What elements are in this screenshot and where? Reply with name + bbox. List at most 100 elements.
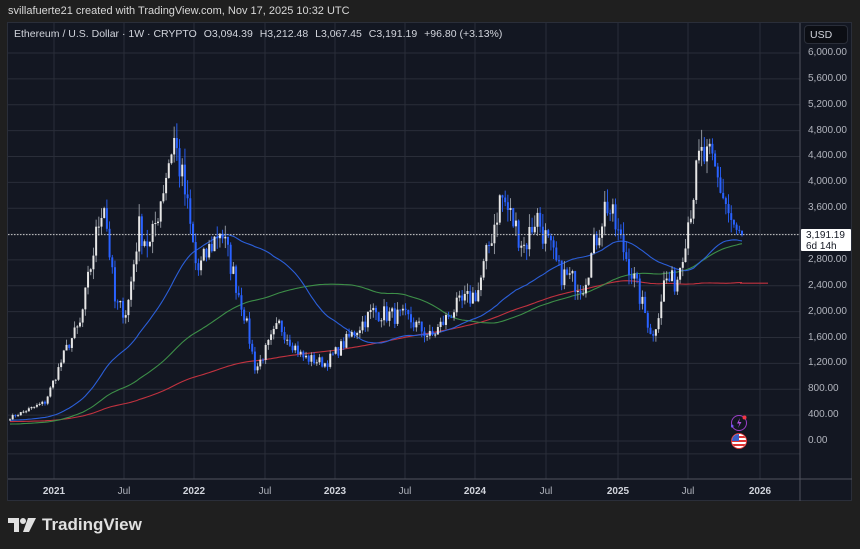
candle: [78, 322, 81, 327]
candle: [576, 291, 579, 293]
candle: [426, 335, 429, 337]
time-tick-label: Jul: [258, 486, 272, 497]
candle: [735, 224, 738, 230]
candle: [25, 411, 28, 413]
candle: [469, 291, 472, 304]
candle: [162, 193, 165, 202]
candle: [299, 351, 302, 355]
candle: [49, 387, 52, 397]
candle: [27, 408, 30, 412]
candle: [488, 245, 491, 247]
candle: [444, 314, 447, 325]
candle: [662, 280, 665, 302]
candle: [391, 308, 394, 312]
price-tick-label: 2,000.00: [808, 305, 847, 317]
candle: [283, 332, 286, 340]
price-tick-label: 800.00: [808, 383, 839, 395]
symbol-legend: Ethereum / U.S. Dollar · 1W · CRYPTO O3,…: [14, 28, 506, 40]
candle: [143, 241, 146, 246]
tradingview-logo[interactable]: TradingView: [8, 515, 142, 535]
price-tick-label: 5,600.00: [808, 72, 847, 84]
candle: [533, 226, 536, 233]
candle: [111, 257, 114, 268]
candle: [224, 236, 227, 239]
candle: [477, 290, 480, 302]
candle: [614, 204, 617, 230]
high-value: H3,212.48: [259, 28, 309, 40]
price-tick-label: 6,000.00: [808, 47, 847, 58]
candle: [404, 308, 407, 310]
low-value: L3,067.45: [315, 28, 362, 40]
candle: [275, 323, 278, 329]
candle: [622, 234, 625, 253]
candle: [65, 344, 68, 351]
candle: [523, 244, 526, 246]
candle: [375, 307, 377, 313]
candle: [724, 198, 727, 205]
candle: [579, 291, 582, 294]
candle: [582, 293, 585, 295]
candle: [418, 321, 421, 323]
chart-credit: svillafuerte21 created with TradingView.…: [8, 5, 350, 17]
currency-button[interactable]: USD: [804, 25, 848, 44]
candle: [100, 217, 103, 227]
change-value: +96.80 (+3.13%): [424, 28, 503, 40]
candle: [455, 297, 458, 313]
time-tick-label: Jul: [539, 486, 553, 497]
candle: [654, 329, 657, 336]
candle: [259, 359, 262, 367]
candle: [135, 251, 138, 265]
candle: [41, 401, 44, 404]
candle: [652, 334, 655, 336]
candle: [679, 267, 682, 280]
candle: [213, 236, 216, 252]
candle: [684, 248, 687, 263]
candle: [706, 146, 709, 162]
candle: [148, 241, 151, 247]
candle: [272, 328, 275, 335]
candle: [660, 301, 663, 319]
candle: [641, 296, 644, 304]
candle: [173, 138, 176, 155]
brand-name: TradingView: [42, 515, 142, 534]
candle: [630, 275, 633, 279]
candle: [170, 154, 173, 164]
candle: [730, 213, 733, 220]
candle: [296, 345, 299, 355]
candle: [700, 146, 703, 151]
chart-frame[interactable]: [7, 22, 852, 501]
candle: [399, 309, 402, 311]
candle: [703, 146, 706, 162]
us-flag-event-icon[interactable]: [731, 433, 747, 449]
candle: [33, 406, 36, 408]
candle: [539, 212, 542, 227]
candle: [192, 223, 194, 243]
candle: [711, 143, 714, 154]
price-tick-label: 1,600.00: [808, 331, 847, 343]
candle: [348, 333, 351, 337]
candle: [210, 243, 213, 252]
candle: [87, 271, 90, 288]
candle: [127, 299, 130, 316]
candle: [566, 269, 569, 275]
candle: [544, 230, 547, 244]
candle: [130, 281, 133, 300]
candle: [592, 234, 595, 254]
candle: [358, 330, 361, 333]
candle: [261, 359, 264, 361]
candle: [202, 248, 205, 261]
candle: [105, 208, 108, 229]
candle: [364, 321, 367, 328]
candle: [81, 309, 84, 323]
candle: [138, 216, 141, 252]
candle: [264, 344, 267, 360]
candle: [11, 415, 14, 420]
candle: [240, 295, 243, 310]
lightning-indicator-icon[interactable]: [730, 415, 747, 431]
price-tick-label: 0.00: [808, 435, 828, 446]
tradingview-logo-icon: [8, 518, 36, 532]
candle: [119, 300, 122, 303]
price-tick-label: 400.00: [808, 409, 839, 421]
symbol-title[interactable]: Ethereum / U.S. Dollar · 1W · CRYPTO: [14, 28, 197, 40]
